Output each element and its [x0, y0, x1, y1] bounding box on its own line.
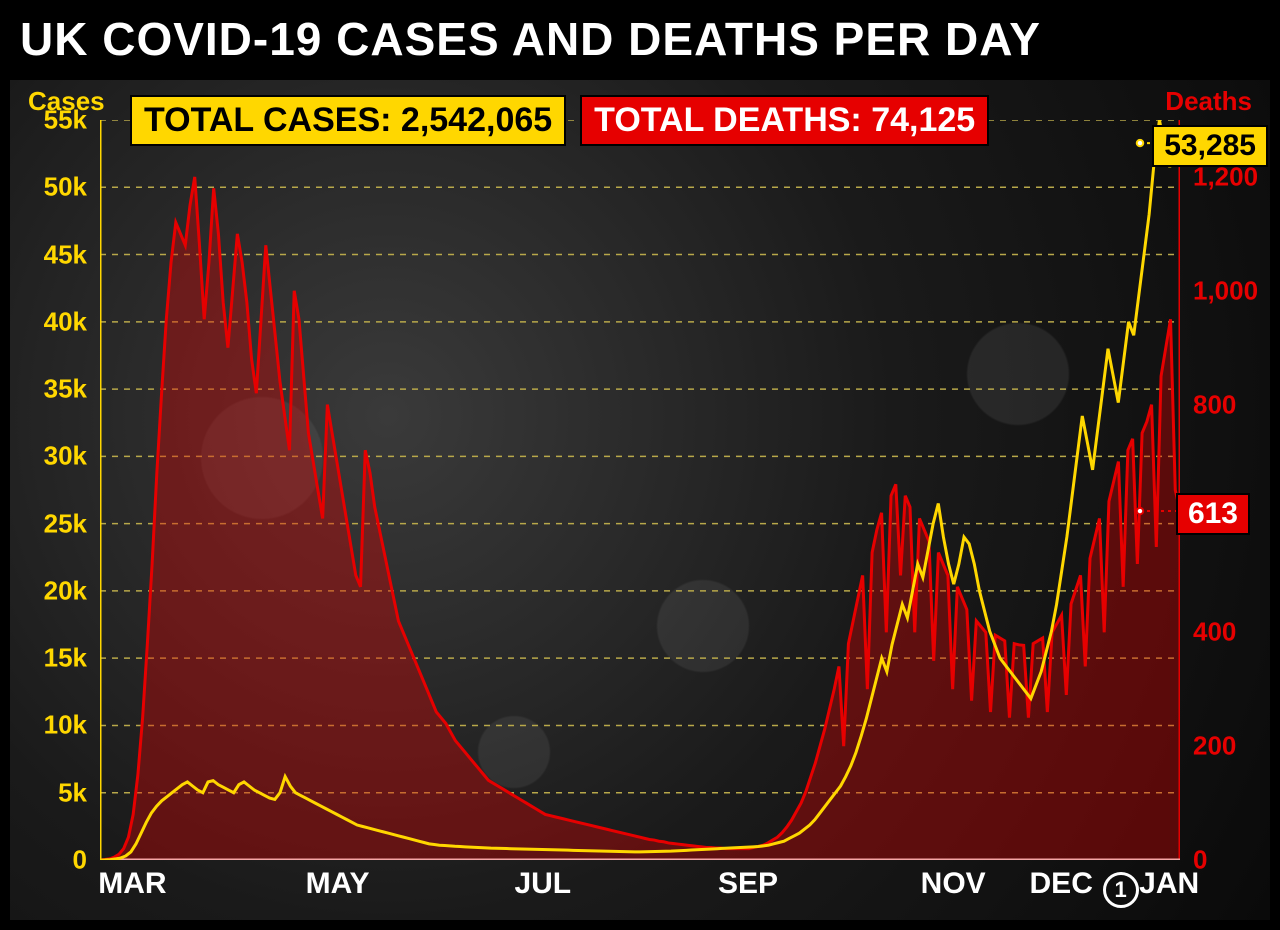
totals-row: TOTAL CASES: 2,542,065 TOTAL DEATHS: 74,… [130, 95, 989, 146]
current-deaths-label: 613 [1176, 493, 1250, 535]
x-tick: DEC [1030, 867, 1093, 901]
y-tick: 45k [44, 239, 87, 270]
x-tick: SEP [718, 867, 778, 901]
x-tick: MAR [98, 867, 166, 901]
y-tick: 400 [1193, 617, 1236, 648]
y-tick: 10k [44, 710, 87, 741]
y-tick: 30k [44, 441, 87, 472]
x-tick: NOV [921, 867, 986, 901]
right-axis-title: Deaths [1165, 86, 1252, 117]
date-marker: 1 [1103, 872, 1139, 908]
right-y-ticks: 02004006008001,0001,200 [1185, 120, 1270, 860]
y-tick: 15k [44, 643, 87, 674]
y-tick: 0 [73, 845, 87, 876]
x-tick: JUL [514, 867, 571, 901]
total-deaths-badge: TOTAL DEATHS: 74,125 [580, 95, 989, 146]
y-tick: 5k [58, 777, 87, 808]
x-ticks: MARMAYJULSEPNOVDECJAN [100, 867, 1180, 912]
x-tick: MAY [306, 867, 370, 901]
y-tick: 1,000 [1193, 275, 1258, 306]
chart-container: UK COVID-19 CASES AND DEATHS PER DAY TOT… [0, 0, 1280, 930]
plot-area [100, 120, 1180, 860]
y-tick: 40k [44, 306, 87, 337]
y-tick: 35k [44, 374, 87, 405]
x-tick: JAN [1139, 867, 1199, 901]
chart-svg [100, 120, 1180, 860]
chart-title: UK COVID-19 CASES AND DEATHS PER DAY [0, 0, 1280, 78]
chart-area: TOTAL CASES: 2,542,065 TOTAL DEATHS: 74,… [10, 80, 1270, 920]
y-tick: 50k [44, 172, 87, 203]
y-tick: 20k [44, 575, 87, 606]
y-tick: 800 [1193, 389, 1236, 420]
y-tick: 200 [1193, 731, 1236, 762]
y-tick: 25k [44, 508, 87, 539]
left-y-ticks: 05k10k15k20k25k30k35k40k45k50k55k [10, 120, 95, 860]
total-cases-badge: TOTAL CASES: 2,542,065 [130, 95, 566, 146]
y-tick: 55k [44, 105, 87, 136]
current-cases-label: 53,285 [1152, 125, 1268, 167]
